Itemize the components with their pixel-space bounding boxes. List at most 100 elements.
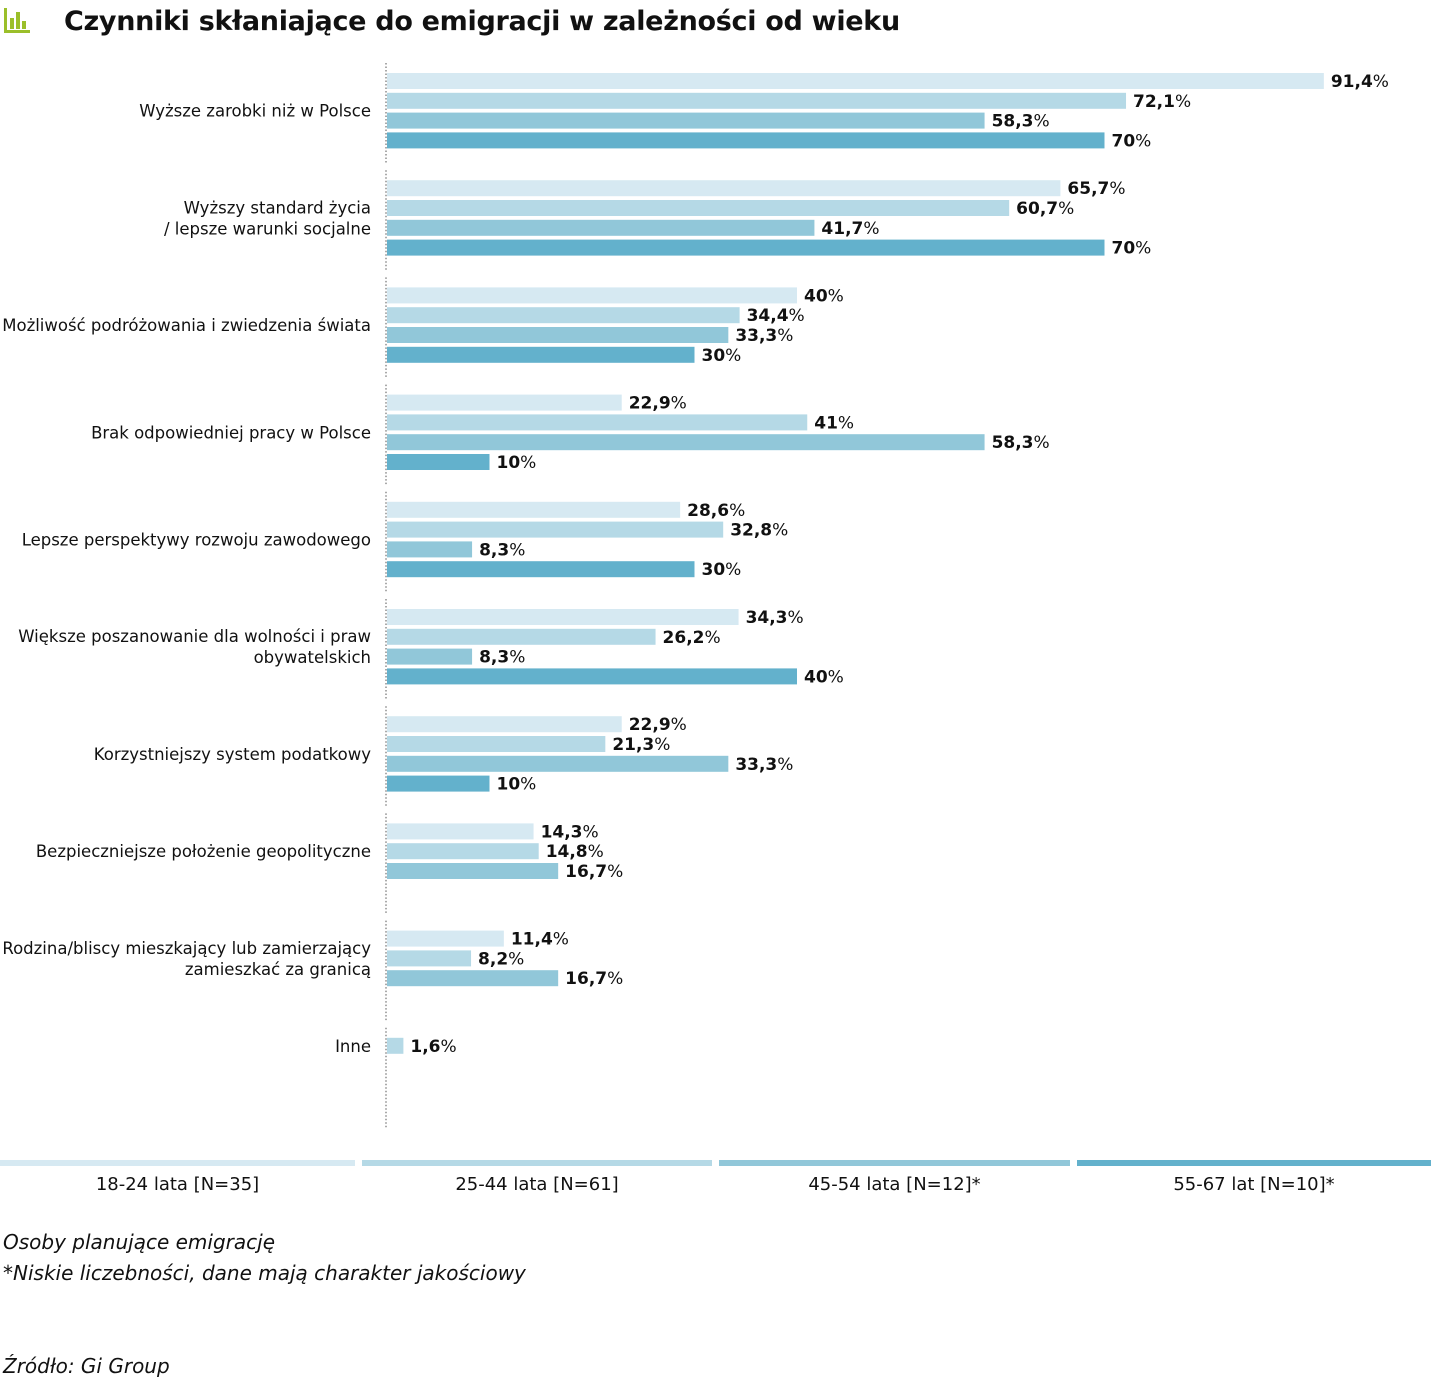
legend-label: 25-44 lata [N=61] (455, 1174, 619, 1195)
data-label: 58,3% (992, 433, 1050, 453)
data-label: 21,3% (612, 735, 670, 755)
data-label: 70% (1112, 239, 1152, 259)
bar (387, 716, 622, 733)
category-label: Wyższe zarobki niż w Polsce (139, 102, 371, 121)
bar (387, 501, 681, 518)
category-label: Inne (335, 1037, 371, 1056)
data-label: 8,3% (479, 648, 525, 668)
bar (387, 609, 739, 625)
bar (387, 180, 1061, 197)
data-label: 8,3% (479, 540, 525, 560)
category-label: Lepsze perspektywy rozwoju zawodowego (22, 531, 371, 550)
data-label: 10% (497, 453, 537, 473)
bar (387, 950, 472, 967)
bar (387, 970, 559, 987)
category-label: Brak odpowiedniej pracy w Polsce (91, 423, 371, 442)
bar (387, 561, 695, 578)
legend-label: 18-24 lata [N=35] (95, 1174, 260, 1195)
legend: 18-24 lata [N=35] 25-44 lata [N=61] 45-5… (0, 1160, 1431, 1200)
data-label: 33,3% (735, 326, 793, 346)
category-label: Rodzina/bliscy mieszkający lub zamierzaj… (2, 939, 371, 958)
bar (387, 541, 473, 558)
data-label: 30% (702, 346, 742, 366)
bar (387, 668, 797, 685)
data-label: 30% (702, 560, 742, 580)
bar (387, 73, 1324, 89)
bar (387, 775, 490, 792)
data-label: 16,7% (565, 862, 623, 882)
legend-label: 55-67 lat [N=10]* (1173, 1174, 1335, 1195)
data-label: 11,4% (511, 930, 569, 950)
bar (387, 132, 1105, 149)
data-label: 58,3% (992, 112, 1050, 132)
bar (387, 521, 724, 538)
bar-chart: 91,4% 72,1% 58,3% 70% Wyższe zarobki niż w P… (2, 63, 1389, 1128)
source-note: Źródło: Gi Group (3, 1354, 170, 1378)
data-label: 14,8% (546, 842, 604, 862)
category-label: Możliwość podróżowania i zwiedzenia świa… (2, 316, 371, 335)
data-label: 65,7% (1067, 179, 1125, 199)
data-label: 72,1% (1133, 92, 1191, 112)
category-label: Wyższy standard życia (184, 198, 371, 217)
legend-swatch (362, 1160, 712, 1166)
bar (387, 92, 1127, 109)
bar (387, 239, 1105, 256)
bar (387, 287, 797, 304)
data-label: 16,7% (565, 969, 623, 989)
category-label: Większe poszanowanie dla wolności i praw (18, 627, 371, 646)
data-label: 41% (814, 413, 854, 433)
bar-chart-icon (4, 8, 30, 33)
bar (387, 414, 808, 431)
category-label: / lepsze warunki socjalne (164, 219, 371, 238)
category-label: Korzystniejszy system podatkowy (94, 745, 371, 764)
data-label: 14,3% (541, 822, 599, 842)
chart-title: Czynniki skłaniające do emigracji w zale… (64, 6, 900, 37)
data-label: 34,4% (747, 306, 805, 326)
legend-item-18-24: 18-24 lata [N=35] (0, 1160, 355, 1195)
data-label: 26,2% (663, 628, 721, 648)
bar (387, 346, 695, 363)
data-label: 91,4% (1331, 72, 1389, 92)
legend-label: 45-54 lata [N=12]* (808, 1174, 981, 1195)
bar (387, 628, 656, 645)
data-label: 32,8% (730, 521, 788, 541)
legend-item-45-54: 45-54 lata [N=12]* (719, 1160, 1070, 1195)
legend-swatch (1077, 1160, 1431, 1166)
data-label: 1,6% (410, 1037, 456, 1057)
legend-swatch (719, 1160, 1070, 1166)
low-sample-note: *Niskie liczebności, dane mają charakter… (3, 1261, 526, 1285)
bar (387, 736, 606, 752)
bar (387, 434, 985, 451)
bar (387, 307, 740, 324)
data-label: 10% (497, 775, 537, 795)
data-label: 28,6% (687, 501, 745, 521)
bar (387, 930, 504, 947)
bar (387, 200, 1010, 216)
bar (387, 454, 490, 470)
bar (387, 219, 815, 236)
legend-item-55-67: 55-67 lat [N=10]* (1077, 1160, 1431, 1195)
bar (387, 1037, 404, 1054)
bar (387, 843, 539, 860)
data-label: 22,9% (629, 394, 687, 414)
data-label: 33,3% (735, 755, 793, 775)
bar (387, 327, 729, 343)
data-label: 22,9% (629, 715, 687, 735)
category-label: Bezpieczniejsze położenie geopolityczne (36, 842, 371, 861)
bar (387, 755, 729, 772)
category-label: zamieszkać za granicą (185, 960, 371, 979)
respondents-note: Osoby planujące emigrację (3, 1230, 275, 1254)
data-label: 60,7% (1016, 199, 1074, 219)
bar (387, 112, 985, 129)
bar (387, 648, 473, 665)
data-label: 70% (1112, 131, 1152, 151)
bar (387, 394, 622, 411)
data-label: 40% (804, 286, 844, 306)
data-label: 34,3% (746, 608, 804, 628)
legend-swatch (0, 1160, 355, 1166)
data-label: 40% (804, 667, 844, 687)
bar (387, 863, 559, 879)
data-label: 8,2% (478, 949, 524, 969)
category-label: obywatelskich (254, 648, 371, 667)
legend-item-25-44: 25-44 lata [N=61] (362, 1160, 712, 1195)
